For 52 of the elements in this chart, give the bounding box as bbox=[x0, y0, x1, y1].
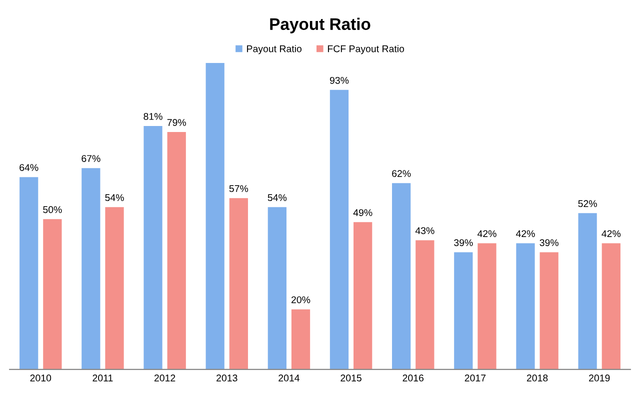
bar bbox=[330, 90, 349, 370]
data-label: 67% bbox=[82, 155, 100, 162]
data-label: 49% bbox=[353, 209, 372, 216]
bar bbox=[416, 240, 434, 370]
x-tick-label: 2011 bbox=[92, 374, 113, 382]
x-tick-label: 2019 bbox=[589, 374, 610, 382]
bar bbox=[602, 243, 620, 370]
bar bbox=[82, 168, 100, 370]
data-label: 93% bbox=[330, 76, 349, 84]
data-label: 79% bbox=[167, 119, 186, 126]
data-label: 42% bbox=[516, 230, 535, 238]
bar bbox=[206, 62, 224, 370]
chart-title: Payout Ratio bbox=[270, 18, 370, 34]
bar bbox=[167, 132, 186, 370]
x-tick-label: 2015 bbox=[340, 374, 362, 382]
data-label: 20% bbox=[292, 296, 310, 304]
bar bbox=[578, 213, 597, 370]
legend-label: FCF Payout Ratio bbox=[328, 45, 404, 54]
bar bbox=[268, 207, 286, 370]
bar bbox=[454, 252, 473, 370]
data-label: 81% bbox=[144, 113, 162, 120]
bar bbox=[20, 177, 38, 370]
x-tick-label: 2018 bbox=[526, 374, 548, 382]
legend-label: Payout Ratio bbox=[247, 45, 302, 54]
data-label: 54% bbox=[268, 194, 287, 202]
data-label: 52% bbox=[578, 200, 597, 208]
data-label: 57% bbox=[229, 185, 248, 192]
bar bbox=[229, 198, 248, 370]
data-label: 42% bbox=[602, 230, 621, 238]
x-tick-label: 2014 bbox=[278, 374, 300, 382]
x-tick-label: 2017 bbox=[464, 374, 486, 382]
bar bbox=[43, 219, 62, 370]
data-label: 39% bbox=[454, 239, 473, 246]
data-label: 42% bbox=[477, 230, 496, 238]
x-tick-label: 2010 bbox=[30, 374, 52, 382]
x-tick-label: 2012 bbox=[154, 374, 176, 382]
bar bbox=[516, 243, 535, 370]
bar bbox=[540, 252, 558, 370]
data-label: 50% bbox=[43, 206, 62, 214]
data-label: 62% bbox=[392, 170, 411, 178]
data-label: 64% bbox=[20, 164, 38, 171]
x-tick-label: 2016 bbox=[402, 374, 424, 382]
data-label: 39% bbox=[540, 239, 558, 246]
data-label: 54% bbox=[105, 194, 124, 202]
bar bbox=[144, 126, 162, 370]
data-label: 43% bbox=[415, 227, 434, 234]
bar bbox=[105, 207, 124, 370]
bar bbox=[392, 183, 411, 370]
bar bbox=[354, 222, 372, 370]
bar bbox=[478, 243, 496, 370]
bar bbox=[291, 309, 310, 370]
x-tick-label: 2013 bbox=[216, 374, 238, 382]
